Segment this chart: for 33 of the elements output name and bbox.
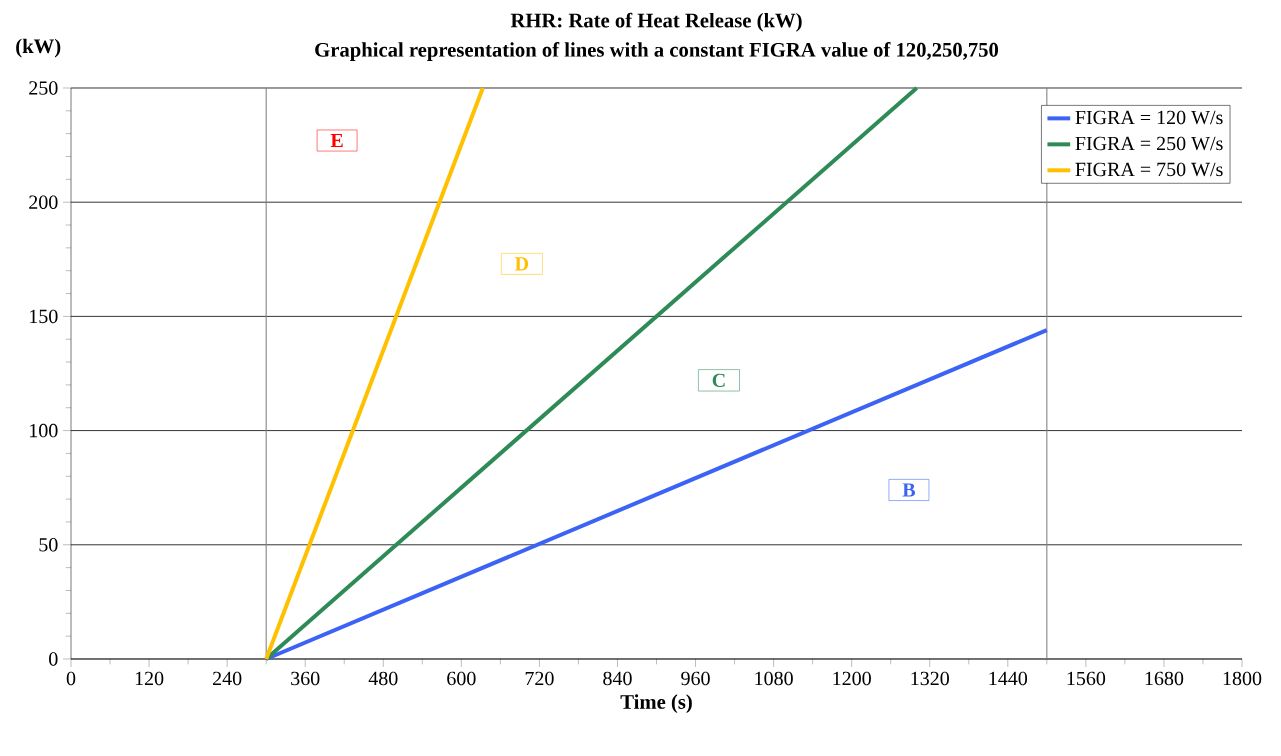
x-tick-label: 960 <box>681 671 710 686</box>
annotation: E <box>330 133 343 148</box>
x-tick-label: 840 <box>603 671 632 686</box>
x-tick-label: 1680 <box>1145 671 1184 686</box>
chart-subtitle: Graphical representation of lines with a constant FIGRA value of 120,250,750 <box>315 42 999 61</box>
x-tick-label: 240 <box>213 671 242 686</box>
legend-label: FIGRA = 120 W/s <box>1075 110 1223 125</box>
y-tick-label: 50 <box>39 538 58 552</box>
x-tick-label: 1080 <box>755 671 793 686</box>
x-tick-label: 1440 <box>989 671 1028 686</box>
annotation: C <box>712 373 725 388</box>
y-tick-label: 100 <box>30 423 58 438</box>
y-tick-label: 250 <box>29 81 58 95</box>
x-tick-label: 480 <box>368 671 398 686</box>
y-tick-label: 0 <box>49 652 58 666</box>
y-tick-label: 200 <box>29 195 58 209</box>
x-tick-label: 1200 <box>833 671 871 686</box>
x-tick-label: 360 <box>291 671 320 686</box>
x-tick-label: 0 <box>66 671 76 686</box>
annotation: B <box>902 483 916 497</box>
y-tick-label: 150 <box>30 309 58 324</box>
y-axis-title: (kW) <box>16 38 61 58</box>
x-tick-label: 1800 <box>1223 671 1262 686</box>
legend-label: FIGRA = 250 W/s <box>1075 136 1223 151</box>
x-tick-label: 1320 <box>911 671 949 686</box>
x-tick-label: 120 <box>135 671 164 686</box>
chart-title: RHR: Rate of Heat Release (kW) <box>510 12 802 32</box>
x-tick-label: 720 <box>525 671 554 686</box>
x-tick-label: 600 <box>447 671 476 686</box>
annotation: D <box>514 257 529 271</box>
x-tick-label: 1560 <box>1067 671 1106 686</box>
legend-label: FIGRA = 750 W/s <box>1075 162 1223 177</box>
x-axis-title: Time (s) <box>620 694 692 714</box>
